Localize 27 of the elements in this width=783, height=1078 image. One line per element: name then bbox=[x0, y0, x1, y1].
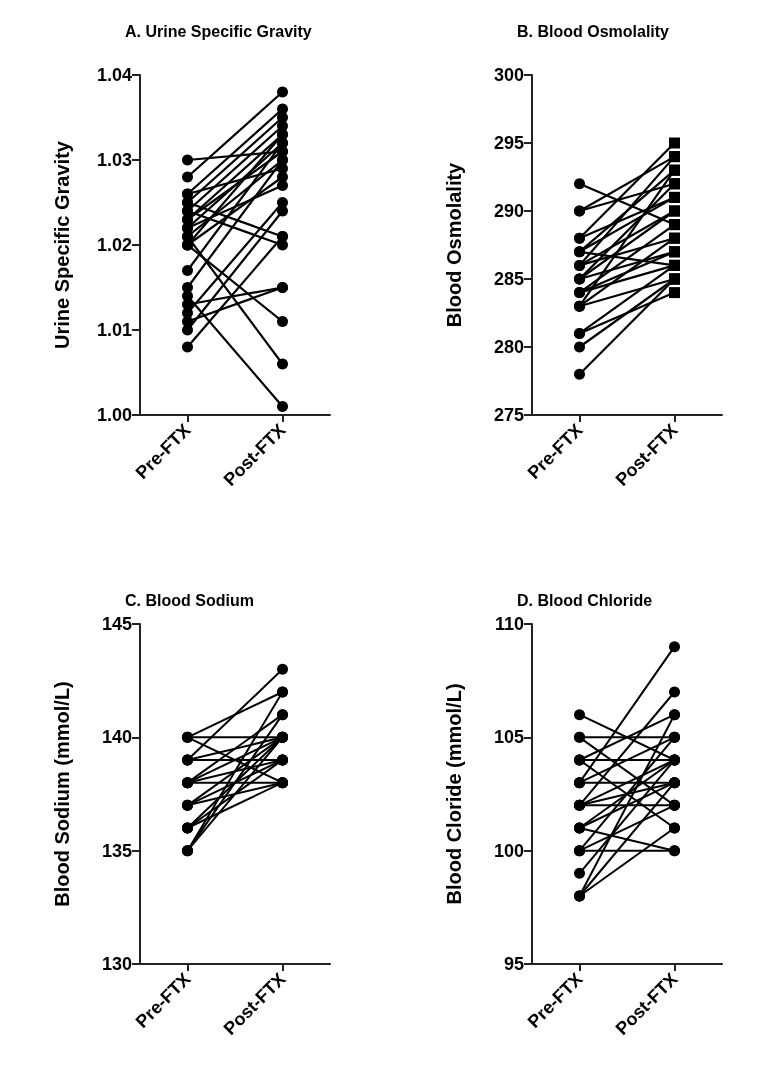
y-tick-label: 1.01 bbox=[96, 320, 132, 340]
y-tick-label: 130 bbox=[101, 954, 132, 974]
y-axis-title: Blood Osmolality bbox=[443, 161, 465, 328]
y-tick-label: 295 bbox=[493, 133, 524, 153]
y-tick-label: 105 bbox=[493, 727, 524, 748]
chart-title: B. Blood Osmolality bbox=[517, 22, 670, 40]
y-tick-label: 290 bbox=[493, 201, 524, 221]
y-tick-label: 140 bbox=[101, 727, 132, 748]
y-tick-label: 1.04 bbox=[96, 65, 132, 85]
y-tick-label: 1.00 bbox=[96, 405, 132, 425]
y-tick-label: 135 bbox=[101, 840, 132, 861]
chart-title: D. Blood Chloride bbox=[517, 591, 653, 609]
y-tick-label: 280 bbox=[493, 337, 524, 357]
y-tick-label: 100 bbox=[493, 840, 524, 861]
y-tick-label: 285 bbox=[493, 269, 524, 289]
chart-title: C. Blood Sodium bbox=[125, 591, 254, 609]
y-tick-label: 1.02 bbox=[96, 235, 132, 255]
y-tick-label: 110 bbox=[494, 614, 524, 634]
y-axis-title: Blood Sodium (mmol/L) bbox=[51, 681, 73, 907]
y-tick-label: 145 bbox=[101, 614, 132, 634]
chart-title: A. Urine Specific Gravity bbox=[125, 22, 312, 40]
y-tick-label: 300 bbox=[493, 65, 524, 85]
y-axis-title: Blood Cloride (mmol/L) bbox=[443, 683, 465, 905]
y-tick-label: 1.03 bbox=[96, 150, 132, 170]
y-tick-label: 95 bbox=[503, 954, 524, 974]
y-tick-label: 275 bbox=[493, 405, 524, 425]
y-axis-title: Urine Specific Gravity bbox=[51, 140, 73, 349]
